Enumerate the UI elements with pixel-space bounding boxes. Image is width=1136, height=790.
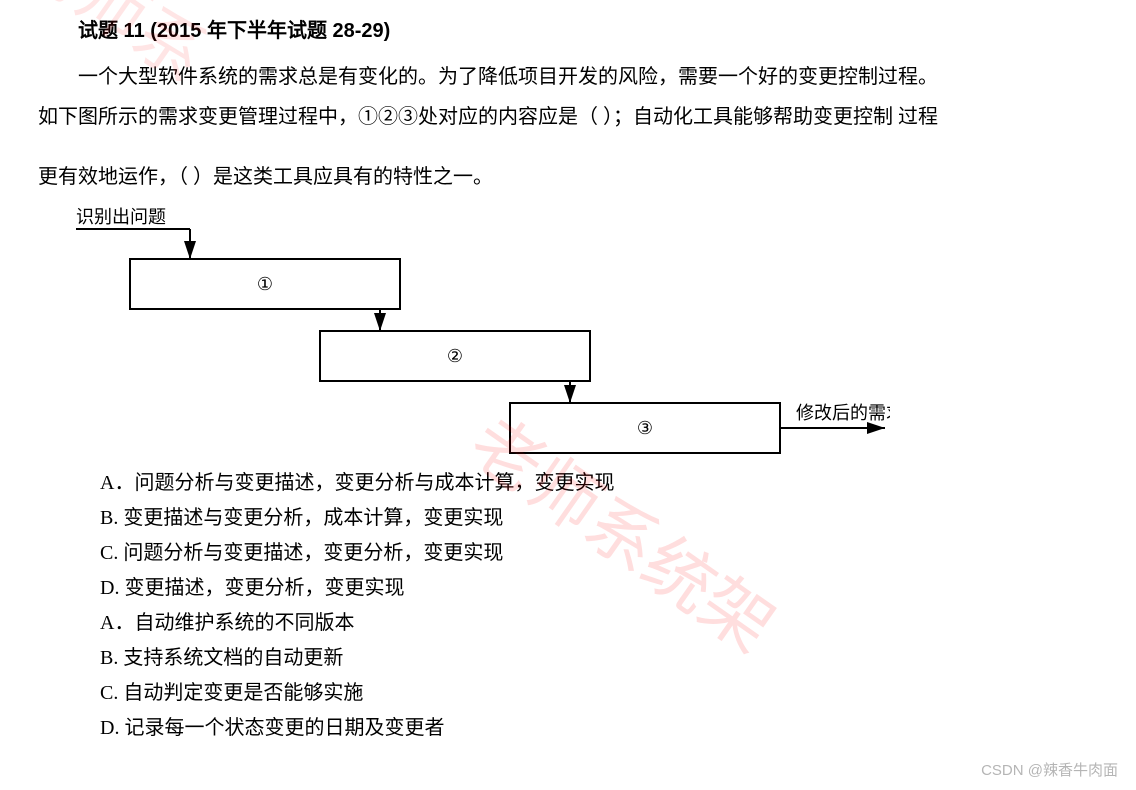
question1-options: A．问题分析与变更描述，变更分析与成本计算，变更实现 B. 变更描述与变更分析，… bbox=[100, 466, 1136, 746]
paragraph-3: 更有效地运作，（ ）是这类工具应具有的特性之一。 bbox=[38, 157, 1098, 197]
q1-option-d: D. 变更描述，变更分析，变更实现 bbox=[100, 571, 1136, 606]
q2-option-a: A．自动维护系统的不同版本 bbox=[100, 606, 1136, 641]
svg-text:②: ② bbox=[447, 346, 463, 366]
flowchart: ① ② ③ 识别出问题修改后的需求 bbox=[70, 205, 890, 460]
question-page: 老师系 试题 11 (2015 年下半年试题 28-29) 一个大型软件系统的需… bbox=[0, 0, 1136, 790]
svg-text:修改后的需求: 修改后的需求 bbox=[796, 403, 890, 423]
q1-option-a: A．问题分析与变更描述，变更分析与成本计算，变更实现 bbox=[100, 466, 1136, 501]
paragraph-1: 一个大型软件系统的需求总是有变化的。为了降低项目开发的风险，需要一个好的变更控制… bbox=[38, 57, 1098, 97]
svg-text:③: ③ bbox=[637, 418, 653, 438]
q2-option-c: C. 自动判定变更是否能够实施 bbox=[100, 676, 1136, 711]
csdn-attribution: CSDN @辣香牛肉面 bbox=[981, 759, 1118, 780]
q2-option-d: D. 记录每一个状态变更的日期及变更者 bbox=[100, 711, 1136, 746]
question-title: 试题 11 (2015 年下半年试题 28-29) bbox=[78, 14, 1136, 43]
svg-text:①: ① bbox=[257, 274, 273, 294]
paragraph-2: 如下图所示的需求变更管理过程中，①②③处对应的内容应是（ ）；自动化工具能够帮助… bbox=[38, 97, 1098, 137]
q2-option-b: B. 支持系统文档的自动更新 bbox=[100, 641, 1136, 676]
svg-text:识别出问题: 识别出问题 bbox=[76, 207, 166, 227]
q1-option-c: C. 问题分析与变更描述，变更分析，变更实现 bbox=[100, 536, 1136, 571]
q1-option-b: B. 变更描述与变更分析，成本计算，变更实现 bbox=[100, 501, 1136, 536]
